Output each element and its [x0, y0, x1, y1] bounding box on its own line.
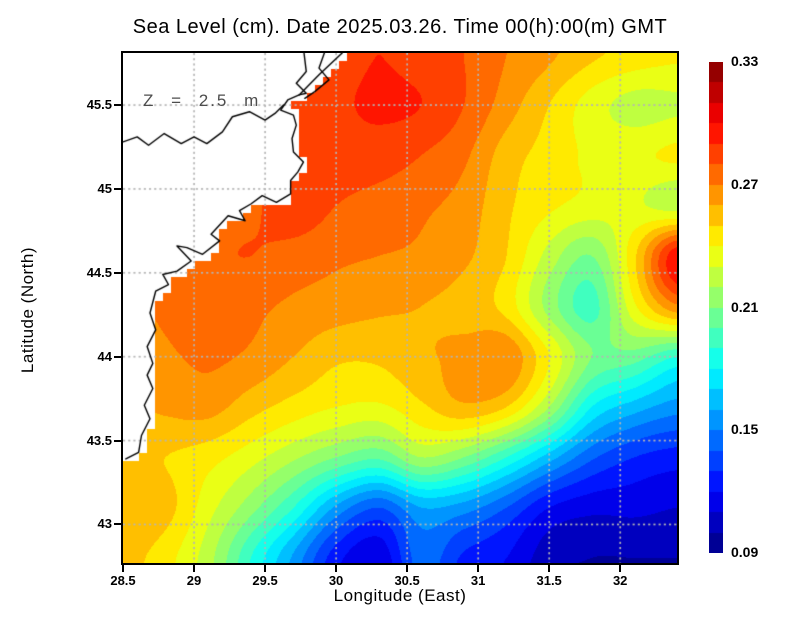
x-tick-label: 32 [612, 573, 628, 588]
y-tick-mark [114, 523, 121, 526]
x-tick-mark [477, 565, 480, 572]
x-tick-mark [335, 565, 338, 572]
y-axis-label: Latitude (North) [18, 246, 37, 374]
y-tick-label: 45.5 [86, 97, 112, 112]
colorbar-tick-label: 0.09 [731, 544, 759, 560]
x-tick-label: 29.5 [252, 573, 278, 588]
y-tick-mark [114, 271, 121, 274]
y-tick-mark [114, 355, 121, 358]
x-tick-mark [406, 565, 409, 572]
x-tick-mark [193, 565, 196, 572]
x-axis-label: Longitude (East) [333, 586, 467, 605]
x-tick-mark [122, 565, 124, 572]
colorbar-tick-label: 0.33 [731, 53, 759, 69]
y-tick-label: 44.5 [86, 264, 112, 280]
x-tick-mark [548, 565, 551, 572]
x-tick-mark [619, 565, 622, 572]
depth-annotation: Z = 2.5 m [143, 91, 261, 110]
x-tick-label: 28.5 [110, 573, 136, 588]
y-tick-label: 43.5 [86, 432, 112, 448]
x-tick-label: 30 [328, 573, 344, 588]
y-tick-label: 43 [97, 516, 112, 532]
y-tick-mark [114, 104, 121, 106]
x-tick-mark [264, 565, 267, 572]
y-tick-label: 44 [97, 348, 112, 364]
y-tick-mark [114, 439, 121, 442]
colorbar-tick-label: 0.21 [731, 298, 759, 315]
y-tick-mark [114, 187, 121, 190]
colorbar-tick-label: 0.27 [731, 175, 759, 192]
colorbar [709, 62, 723, 553]
x-tick-label: 30.5 [394, 573, 420, 588]
x-tick-label: 31.5 [536, 573, 562, 588]
x-tick-label: 29 [186, 573, 202, 588]
plot-title: Sea Level (cm). Date 2025.03.26. Time 00… [132, 16, 668, 38]
x-tick-label: 31 [470, 573, 486, 588]
heatmap-canvas [123, 53, 677, 563]
y-tick-label: 45 [97, 180, 112, 196]
colorbar-tick-label: 0.15 [731, 421, 759, 438]
